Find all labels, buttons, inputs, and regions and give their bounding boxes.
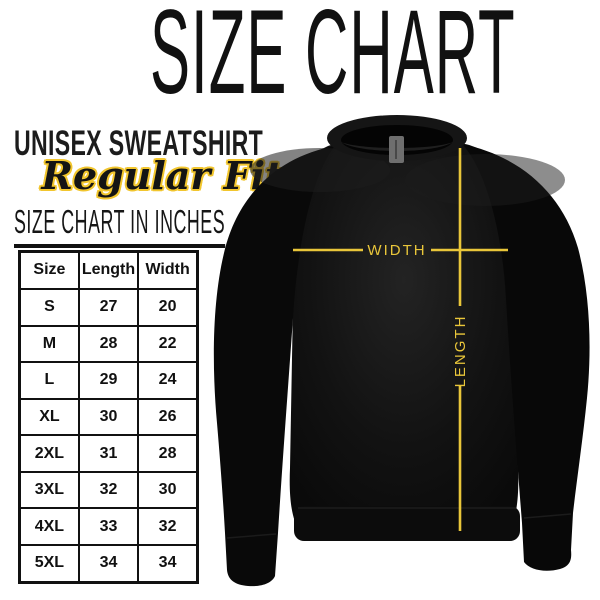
table-row: 4XL 33 32 [18, 507, 199, 546]
length-cell: 33 [77, 507, 140, 546]
size-cell: 2XL [18, 434, 80, 473]
sweatshirt-left-sleeve [213, 146, 335, 587]
sweatshirt-hem [294, 506, 520, 541]
sweatshirt-image: WIDTH LENGTH [213, 115, 590, 587]
width-cell: 34 [137, 543, 199, 584]
length-cell: 30 [77, 397, 140, 437]
table-row: M 28 22 [18, 324, 199, 364]
length-cell: 34 [77, 543, 140, 584]
size-cell: L [18, 361, 80, 400]
sweatshirt-right-sleeve [462, 144, 590, 571]
table-row: 5XL 34 34 [18, 543, 199, 584]
width-cell: 22 [137, 324, 199, 364]
width-cell: 26 [137, 397, 199, 437]
size-cell: 5XL [18, 543, 80, 584]
fit-subheading: Regular Fit [41, 153, 283, 198]
table-header-row: Size Length Width [18, 250, 199, 290]
table-row: S 27 20 [18, 287, 199, 327]
page-title: SIZE CHART [150, 0, 516, 119]
width-cell: 28 [137, 434, 199, 473]
width-cell: 30 [137, 470, 199, 510]
length-cell: 28 [77, 324, 140, 364]
size-cell: 4XL [18, 507, 80, 546]
column-header-size: Size [18, 250, 80, 290]
width-cell: 24 [137, 361, 199, 400]
column-header-length: Length [77, 250, 140, 290]
length-cell: 31 [77, 434, 140, 473]
width-cell: 32 [137, 507, 199, 546]
length-label: LENGTH [452, 315, 469, 388]
size-cell: XL [18, 397, 80, 437]
length-cell: 27 [77, 287, 140, 327]
product-name-heading: UNISEX SWEATSHIRT [14, 124, 264, 163]
size-cell: M [18, 324, 80, 364]
width-cell: 20 [137, 287, 199, 327]
size-cell: S [18, 287, 80, 327]
table-row: 2XL 31 28 [18, 434, 199, 473]
section-heading: SIZE CHART IN INCHES [14, 203, 226, 248]
column-header-width: Width [137, 250, 199, 290]
table-row: L 29 24 [18, 361, 199, 400]
table-row: XL 30 26 [18, 397, 199, 437]
size-cell: 3XL [18, 470, 80, 510]
size-table: Size Length Width S 27 20 M 28 22 L 29 2… [18, 250, 199, 584]
table-row: 3XL 32 30 [18, 470, 199, 510]
width-label: WIDTH [367, 242, 426, 259]
length-cell: 29 [77, 361, 140, 400]
length-cell: 32 [77, 470, 140, 510]
